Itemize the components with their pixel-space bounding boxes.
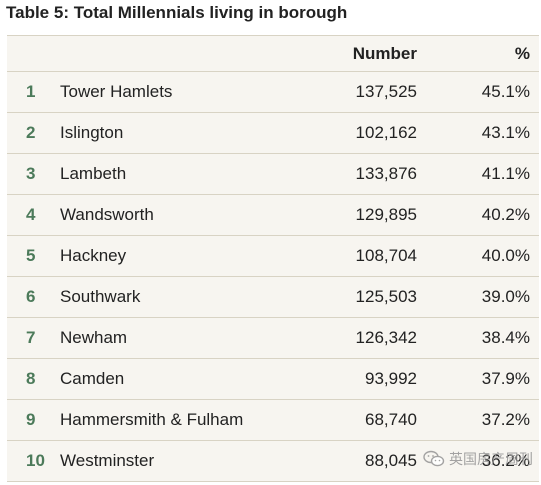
wechat-icon xyxy=(423,450,445,467)
rank-cell: 3 xyxy=(26,164,36,183)
number-cell: 133,876 xyxy=(355,164,417,183)
rank-cell: 8 xyxy=(26,369,36,388)
watermark-text: 英国房产周刊 xyxy=(449,451,533,467)
column-header-percent: % xyxy=(514,44,530,63)
percent-cell: 38.4% xyxy=(481,328,530,347)
percent-cell: 36.2% xyxy=(481,451,530,470)
millennials-table: Number % 1 Tower Hamlets 137,525 45.1% 2… xyxy=(7,35,539,482)
number-cell: 102,162 xyxy=(355,123,417,142)
percent-cell: 43.1% xyxy=(481,123,530,142)
borough-cell: Camden xyxy=(60,369,125,388)
table-row: 4 Wandsworth 129,895 40.2% xyxy=(7,195,539,236)
column-header-number: Number xyxy=(352,44,417,63)
rank-cell: 6 xyxy=(26,287,36,306)
watermark: 英国房产周刊 xyxy=(423,449,533,469)
percent-cell: 40.0% xyxy=(481,246,530,265)
rank-cell: 10 xyxy=(26,451,45,470)
number-cell: 68,740 xyxy=(365,410,417,429)
borough-cell: Newham xyxy=(60,328,128,347)
table-row: 5 Hackney 108,704 40.0% xyxy=(7,236,539,277)
rank-cell: 5 xyxy=(26,246,36,265)
percent-cell: 45.1% xyxy=(481,82,530,101)
borough-cell: Wandsworth xyxy=(60,205,154,224)
table-row: 9 Hammersmith & Fulham 68,740 37.2% xyxy=(7,400,539,441)
table-header-row: Number % xyxy=(7,36,539,72)
percent-cell: 40.2% xyxy=(481,205,530,224)
number-cell: 93,992 xyxy=(365,369,417,388)
borough-cell: Tower Hamlets xyxy=(60,82,173,101)
percent-cell: 37.2% xyxy=(481,410,530,429)
table-row: 3 Lambeth 133,876 41.1% xyxy=(7,154,539,195)
rank-cell: 9 xyxy=(26,410,36,429)
rank-cell: 2 xyxy=(26,123,36,142)
number-cell: 88,045 xyxy=(365,451,417,470)
table-row: 2 Islington 102,162 43.1% xyxy=(7,113,539,154)
rank-cell: 7 xyxy=(26,328,36,347)
borough-cell: Southwark xyxy=(60,287,141,306)
table-row: 10 Westminster 88,045 36.2% xyxy=(7,441,539,482)
number-cell: 126,342 xyxy=(355,328,417,347)
table-row: 8 Camden 93,992 37.9% xyxy=(7,359,539,400)
number-cell: 129,895 xyxy=(355,205,417,224)
number-cell: 125,503 xyxy=(355,287,417,306)
borough-cell: Islington xyxy=(60,123,124,142)
borough-cell: Hackney xyxy=(60,246,127,265)
number-cell: 108,704 xyxy=(355,246,417,265)
percent-cell: 37.9% xyxy=(481,369,530,388)
rank-cell: 4 xyxy=(26,205,36,224)
table-row: 6 Southwark 125,503 39.0% xyxy=(7,277,539,318)
table-row: 7 Newham 126,342 38.4% xyxy=(7,318,539,359)
table-row: 1 Tower Hamlets 137,525 45.1% xyxy=(7,72,539,113)
borough-cell: Hammersmith & Fulham xyxy=(60,410,244,429)
percent-cell: 39.0% xyxy=(481,287,530,306)
number-cell: 137,525 xyxy=(355,82,417,101)
borough-cell: Lambeth xyxy=(60,164,127,183)
table-title: Table 5: Total Millennials living in bor… xyxy=(6,3,348,22)
rank-cell: 1 xyxy=(26,82,36,101)
percent-cell: 41.1% xyxy=(481,164,530,183)
borough-cell: Westminster xyxy=(60,451,155,470)
